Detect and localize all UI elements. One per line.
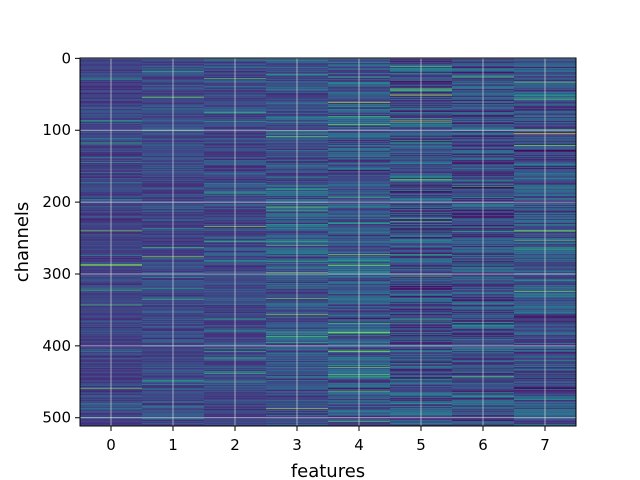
- y-tick-label: 0: [61, 49, 71, 67]
- heatmap-cells: [80, 58, 577, 427]
- grid-lines: [80, 57, 576, 426]
- y-tick-label: 200: [42, 193, 71, 211]
- x-tick-label: 1: [168, 436, 178, 454]
- x-tick-label: 7: [540, 436, 550, 454]
- x-tick-label: 4: [354, 436, 364, 454]
- plot-area: [79, 57, 577, 427]
- y-tick-label: 400: [42, 337, 71, 355]
- y-axis-ticks: 0 100 200 300 400 500: [42, 49, 80, 427]
- y-tick-label: 100: [42, 121, 71, 139]
- plot-frame: [79, 57, 577, 427]
- x-tick-label: 5: [416, 436, 426, 454]
- x-tick-label: 2: [230, 436, 240, 454]
- x-tick-label: 0: [106, 436, 116, 454]
- x-axis-ticks: 0 1 2 3 4 5 6 7: [106, 426, 550, 454]
- y-tick-label: 300: [42, 265, 71, 283]
- y-axis-label: channels: [12, 202, 33, 283]
- x-axis-label: features: [291, 461, 365, 480]
- y-tick-label: 500: [42, 409, 71, 427]
- x-tick-label: 6: [478, 436, 488, 454]
- x-tick-label: 3: [292, 436, 302, 454]
